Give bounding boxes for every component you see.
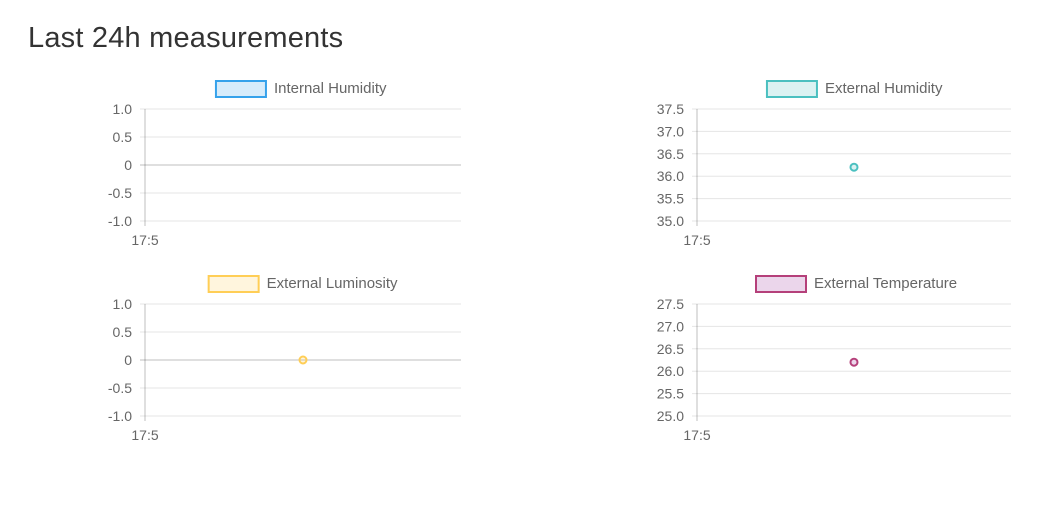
legend-label: External Humidity <box>825 80 943 97</box>
y-tick-label: 35.0 <box>657 213 684 229</box>
x-tick-label: 17:5 <box>131 427 158 443</box>
y-tick-label: 35.5 <box>657 191 684 207</box>
y-tick-label: 36.5 <box>657 146 684 162</box>
data-point <box>298 355 308 365</box>
y-tick-label: 0.5 <box>113 129 133 145</box>
chart-external-luminosity: External Luminosity 1.0 0.5 0 -0.5 -1.0 17:5 <box>108 275 461 443</box>
chart-external-temperature: External Temperature 27.5 27.0 26.5 26.0 25.5… <box>657 275 1011 443</box>
legend-label: Internal Humidity <box>274 80 387 97</box>
page-title: Last 24h measurements <box>28 22 344 54</box>
chart-external-humidity: External Humidity 37.5 37.0 36.5 36.0 35.5 35.… <box>657 80 1011 248</box>
y-tick-label: 1.0 <box>113 101 133 117</box>
y-tick-label: 36.0 <box>657 168 684 184</box>
y-tick-label: 25.5 <box>657 386 684 402</box>
y-tick-label: 27.5 <box>657 296 684 312</box>
y-tick-label: 37.5 <box>657 101 684 117</box>
y-tick-label: -0.5 <box>108 380 132 396</box>
legend-label: External Luminosity <box>267 275 398 292</box>
chart-internal-humidity: Internal Humidity 1.0 0.5 0 -0.5 -1.0 17:5 <box>108 80 461 248</box>
y-tick-label: 27.0 <box>657 318 684 334</box>
x-tick-label: 17:5 <box>683 427 710 443</box>
y-tick-label: 37.0 <box>657 123 684 139</box>
legend-swatch <box>207 275 260 293</box>
y-tick-label: 0 <box>124 157 132 173</box>
y-tick-label: 25.0 <box>657 408 684 424</box>
y-tick-label: -0.5 <box>108 185 132 201</box>
legend-label: External Temperature <box>814 275 957 292</box>
y-tick-label: 26.5 <box>657 341 684 357</box>
y-tick-label: 0.5 <box>113 324 133 340</box>
y-tick-label: 0 <box>124 352 132 368</box>
legend-swatch <box>755 275 807 293</box>
y-tick-label: -1.0 <box>108 213 132 229</box>
data-point <box>849 357 859 367</box>
y-tick-label: -1.0 <box>108 408 132 424</box>
x-tick-label: 17:5 <box>131 232 158 248</box>
legend-swatch <box>214 80 267 98</box>
x-tick-label: 17:5 <box>683 232 710 248</box>
data-point <box>849 162 859 172</box>
y-tick-label: 26.0 <box>657 363 684 379</box>
y-tick-label: 1.0 <box>113 296 133 312</box>
legend-swatch <box>765 80 818 98</box>
